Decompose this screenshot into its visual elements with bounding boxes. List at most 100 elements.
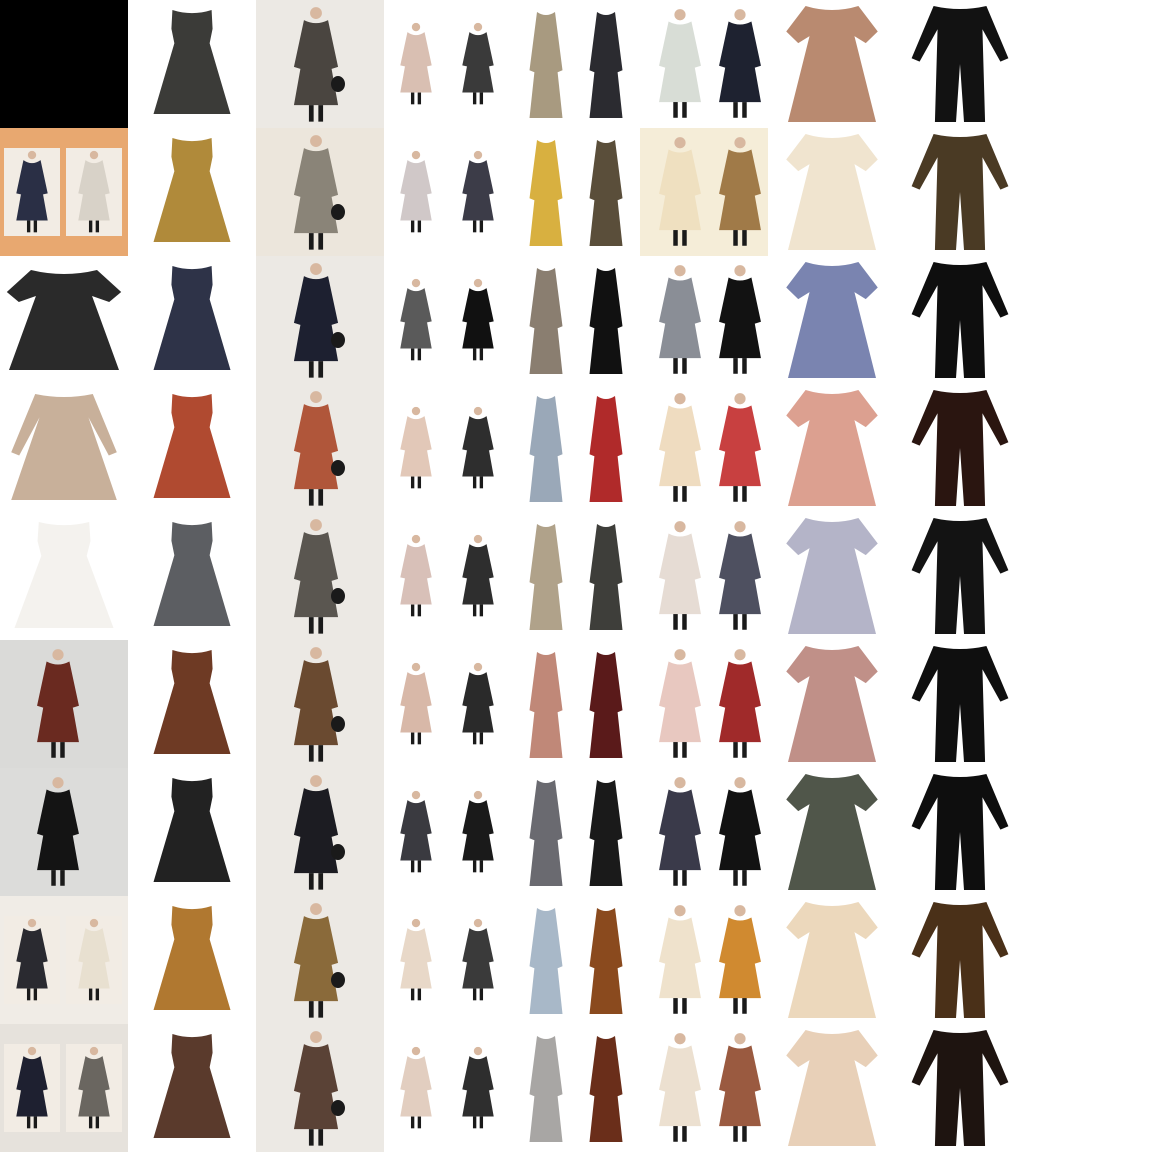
thumbnail-r1-c4 <box>384 0 512 128</box>
thumbnail-r2-c8 <box>896 128 1024 256</box>
thumbnail-image <box>0 640 128 768</box>
model-right <box>719 777 761 886</box>
jumpsuit <box>911 774 1009 890</box>
thumbnail-r6-c8 <box>896 640 1024 768</box>
thumbnail-image <box>256 896 384 1024</box>
short-sleeve-dress <box>786 262 878 378</box>
jumpsuit <box>911 390 1009 506</box>
model-in-long-coat <box>293 263 339 378</box>
model-left <box>400 918 432 1001</box>
thumbnail-image <box>911 646 1009 762</box>
model-in-dress <box>37 649 79 758</box>
thumbnail-r5-c1 <box>0 512 128 640</box>
thumbnail-image <box>786 390 878 506</box>
maxi-dress-right <box>589 12 623 118</box>
model-right <box>462 534 494 617</box>
thumbnail-r4-c4 <box>384 384 512 512</box>
thumbnail-image <box>153 138 231 242</box>
thumbnail-r5-c5 <box>512 512 640 640</box>
thumbnail-image <box>659 1033 761 1142</box>
maxi-dress-left <box>529 652 563 758</box>
model-right <box>462 22 494 105</box>
short-sleeve-dress <box>786 646 878 762</box>
model-left <box>400 1046 432 1129</box>
sleeveless-dress <box>153 266 231 370</box>
thumbnail-image <box>529 268 623 374</box>
thumbnail-r1-c8 <box>896 0 1024 128</box>
thumbnail-r9-c8 <box>896 1024 1024 1152</box>
thumbnail-image <box>400 918 494 1001</box>
model-in-long-coat <box>293 519 339 634</box>
thumbnail-r7-c7 <box>768 768 896 896</box>
thumbnail-image <box>1024 128 1152 256</box>
thumbnail-image <box>400 790 494 873</box>
thumbnail-image <box>1024 256 1152 384</box>
thumbnail-image <box>911 902 1009 1018</box>
thumbnail-image <box>1024 0 1152 128</box>
thumbnail-r3-c1 <box>0 256 128 384</box>
thumbnail-image <box>400 278 494 361</box>
model-right <box>462 278 494 361</box>
thumbnail-r2-c1 <box>0 128 128 256</box>
thumbnail-image <box>640 128 768 256</box>
maxi-dress-right <box>589 140 623 246</box>
model-left <box>400 278 432 361</box>
model-right <box>719 265 761 374</box>
model-left <box>659 265 701 374</box>
maxi-dress-left <box>529 908 563 1014</box>
thumbnail-image <box>529 396 623 502</box>
thumbnail-r3-c9 <box>1024 256 1152 384</box>
thumbnail-r6-c3 <box>256 640 384 768</box>
sleeveless-dress <box>153 906 231 1010</box>
thumbnail-image <box>786 6 878 122</box>
thumbnail-image <box>659 393 761 502</box>
thumbnail-r3-c8 <box>896 256 1024 384</box>
model-left <box>659 137 701 246</box>
thumbnail-r4-c2 <box>128 384 256 512</box>
handbag-icon <box>331 844 345 860</box>
jumpsuit <box>911 262 1009 378</box>
thumbnail-r1-c3 <box>256 0 384 128</box>
thumbnail-r5-c6 <box>640 512 768 640</box>
model-left <box>16 150 48 233</box>
thumbnail-r3-c6 <box>640 256 768 384</box>
thumbnail-r2-c6 <box>640 128 768 256</box>
thumbnail-r1-c1 <box>0 0 128 128</box>
sleeveless-dress <box>153 138 231 242</box>
model-in-long-coat <box>293 7 339 122</box>
thumbnail-image <box>1024 1024 1152 1152</box>
sleeveless-dress <box>14 522 114 628</box>
thumbnail-r9-c5 <box>512 1024 640 1152</box>
thumbnail-r5-c2 <box>128 512 256 640</box>
thumbnail-r2-c4 <box>384 128 512 256</box>
thumbnail-image <box>786 518 878 634</box>
thumbnail-image <box>1024 512 1152 640</box>
jumpsuit <box>911 902 1009 1018</box>
thumbnail-r8-c2 <box>128 896 256 1024</box>
handbag-icon <box>331 972 345 988</box>
thumbnail-r5-c4 <box>384 512 512 640</box>
thumbnail-r5-c8 <box>896 512 1024 640</box>
thumbnail-image <box>256 640 384 768</box>
thumbnail-image <box>400 150 494 233</box>
thumbnail-r4-c6 <box>640 384 768 512</box>
thumbnail-image <box>0 128 128 256</box>
thumbnail-r1-c2 <box>128 0 256 128</box>
model-in-long-coat <box>293 135 339 250</box>
maxi-dress-right <box>589 524 623 630</box>
model-left <box>400 406 432 489</box>
sleeveless-dress <box>153 650 231 754</box>
maxi-dress-right <box>589 268 623 374</box>
thumbnail-image <box>911 518 1009 634</box>
model-right <box>719 9 761 118</box>
model-right <box>462 1046 494 1129</box>
thumbnail-r9-c9 <box>1024 1024 1152 1152</box>
short-sleeve-dress <box>786 1030 878 1146</box>
thumbnail-image <box>153 394 231 498</box>
thumbnail-r3-c2 <box>128 256 256 384</box>
model-right <box>78 918 110 1001</box>
thumbnail-image <box>911 1030 1009 1146</box>
thumbnail-image <box>786 134 878 250</box>
thumbnail-r2-c5 <box>512 128 640 256</box>
thumbnail-r7-c8 <box>896 768 1024 896</box>
